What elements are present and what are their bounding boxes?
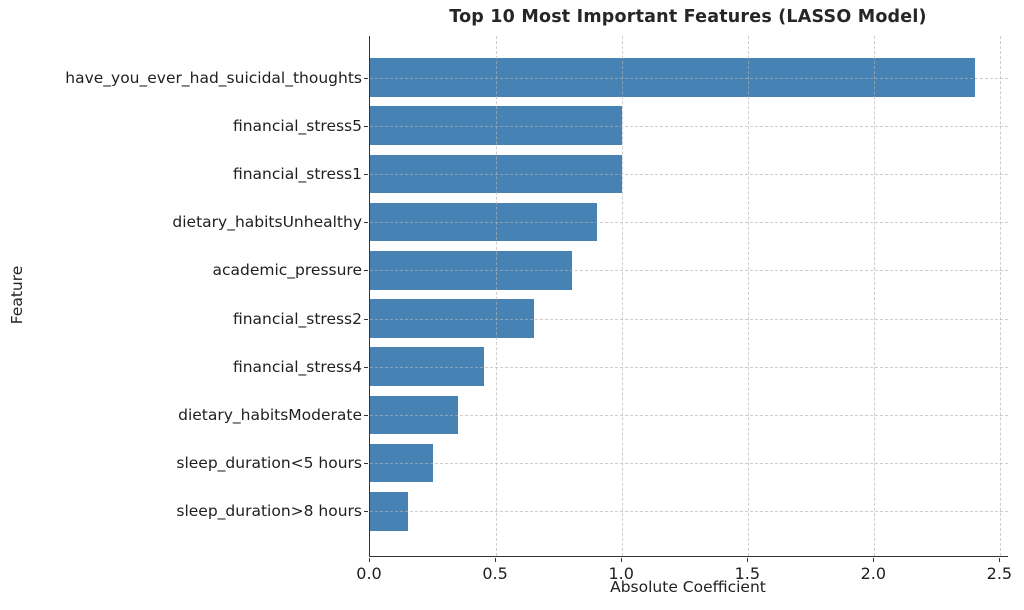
y-tick-mark (364, 77, 368, 79)
y-tick-label: sleep_duration<5 hours (176, 454, 362, 473)
x-tick-label: 1.0 (608, 564, 634, 583)
x-tick-mark (999, 557, 1001, 562)
v-gridline (874, 36, 876, 556)
y-tick-label: financial_stress5 (232, 116, 362, 135)
v-gridline (622, 36, 624, 556)
y-axis-label: Feature (8, 265, 26, 325)
h-gridline (370, 270, 1008, 272)
y-tick-mark (364, 318, 368, 320)
x-tick-mark (369, 557, 370, 562)
h-gridline (370, 414, 1008, 416)
y-tick-mark (364, 414, 368, 416)
x-tick-label: 0.5 (482, 564, 508, 583)
y-tick-label: sleep_duration>8 hours (176, 502, 362, 521)
plot-area (369, 36, 1008, 557)
y-tick-mark (364, 463, 368, 465)
y-tick-mark (364, 270, 368, 272)
h-gridline (370, 77, 1008, 79)
h-gridline (370, 366, 1008, 368)
h-gridline (370, 318, 1008, 320)
y-tick-label: dietary_habitsUnhealthy (172, 213, 362, 232)
h-gridline (370, 173, 1008, 175)
y-tick-mark (364, 222, 368, 224)
x-axis-label: Absolute Coefficient (610, 578, 766, 596)
y-tick-label: academic_pressure (212, 261, 362, 280)
x-tick-mark (621, 557, 623, 562)
x-tick-label: 2.5 (986, 564, 1013, 583)
v-gridline (496, 36, 498, 556)
y-tick-label: have_you_ever_had_suicidal_thoughts (65, 68, 362, 87)
v-gridline (748, 36, 750, 556)
h-gridline (370, 463, 1008, 465)
y-tick-mark (364, 366, 368, 368)
h-gridline (370, 222, 1008, 224)
y-tick-mark (364, 511, 368, 513)
y-tick-label: financial_stress4 (232, 357, 362, 376)
v-gridline (1000, 36, 1002, 556)
y-tick-label: dietary_habitsModerate (178, 405, 362, 424)
x-tick-label: 2.0 (860, 564, 887, 583)
x-tick-mark (495, 557, 497, 562)
y-tick-label: financial_stress1 (232, 164, 362, 183)
x-tick-label: 0.0 (356, 564, 382, 583)
h-gridline (370, 511, 1008, 513)
bar (370, 299, 534, 338)
y-tick-mark (364, 173, 368, 175)
chart-title: Top 10 Most Important Features (LASSO Mo… (449, 7, 927, 27)
y-tick-mark (364, 125, 368, 127)
x-tick-mark (873, 557, 875, 562)
h-gridline (370, 125, 1008, 127)
x-tick-label: 1.5 (734, 564, 761, 583)
y-tick-label: financial_stress2 (232, 309, 362, 328)
x-tick-mark (747, 557, 749, 562)
